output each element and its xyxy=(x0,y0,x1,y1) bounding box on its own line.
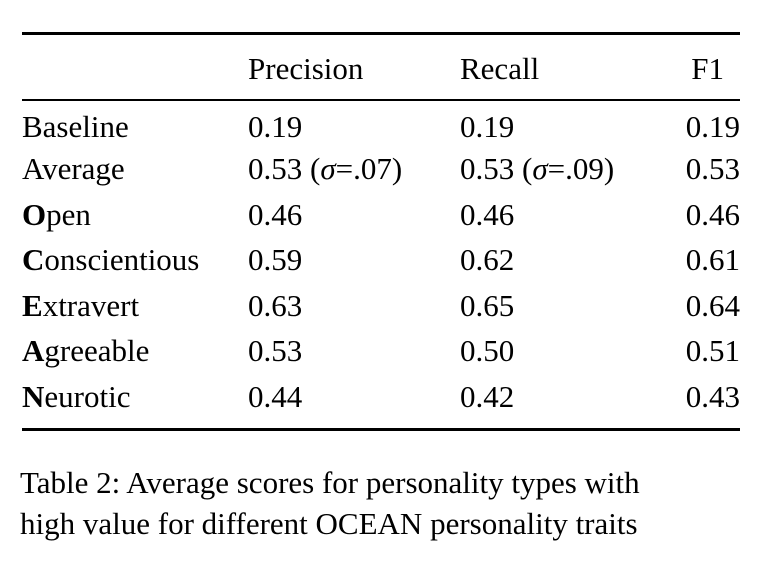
cell-recall: 0.62 xyxy=(460,242,515,278)
row-label-rest: Average xyxy=(22,151,125,187)
recall-value: 0.53 ( xyxy=(460,151,533,187)
row-label: Average xyxy=(22,147,248,193)
sigma-symbol: σ xyxy=(320,151,336,187)
table-header-row: Precision Recall F1 xyxy=(22,35,740,99)
table-row-extravert: Extravert 0.63 0.65 0.64 xyxy=(22,283,740,329)
cell-recall: 0.46 xyxy=(460,196,515,232)
cell-precision: 0.53 (σ=.07) xyxy=(248,147,460,193)
row-label-rest: eurotic xyxy=(44,378,131,414)
row-label: Conscientious xyxy=(22,238,248,284)
header-precision: Precision xyxy=(248,51,364,86)
trait-initial: N xyxy=(22,378,45,414)
cell-f1: 0.46 xyxy=(685,196,740,232)
table-row-open: Open 0.46 0.46 0.46 xyxy=(22,192,740,238)
row-label-rest: onscientious xyxy=(44,242,200,278)
cell-f1: 0.51 xyxy=(685,333,740,369)
row-label-rest: Baseline xyxy=(22,108,129,144)
table-row-conscientious: Conscientious 0.59 0.62 0.61 xyxy=(22,238,740,284)
cell-f1: 0.61 xyxy=(685,242,740,278)
table-header-rule xyxy=(22,99,740,101)
cell-precision: 0.59 xyxy=(248,242,303,278)
cell-recall: 0.53 (σ=.09) xyxy=(460,147,672,193)
trait-initial: C xyxy=(22,242,45,278)
caption-line-1: Table 2: Average scores for personality … xyxy=(20,465,640,500)
precision-value: 0.53 ( xyxy=(248,151,321,187)
trait-initial: E xyxy=(22,287,43,323)
table-bottom-rule xyxy=(22,427,740,431)
cell-f1: 0.53 xyxy=(685,151,740,187)
row-label: Agreeable xyxy=(22,329,248,375)
row-label-rest: pen xyxy=(46,196,91,232)
table-row-agreeable: Agreeable 0.53 0.50 0.51 xyxy=(22,329,740,375)
caption-line-2: high value for different OCEAN personali… xyxy=(20,506,638,541)
row-label-rest: greeable xyxy=(44,333,150,369)
header-f1: F1 xyxy=(691,51,724,86)
results-table-body: Baseline 0.19 0.19 0.19 Average 0.53 (σ=… xyxy=(22,101,740,420)
cell-recall: 0.19 xyxy=(460,108,515,144)
row-label: Neurotic xyxy=(22,374,248,420)
cell-recall: 0.50 xyxy=(460,333,515,369)
results-table: Precision Recall F1 xyxy=(22,35,740,99)
header-recall: Recall xyxy=(460,51,540,86)
cell-recall: 0.65 xyxy=(460,287,515,323)
header-row-label xyxy=(22,35,248,99)
cell-f1: 0.43 xyxy=(685,378,740,414)
sigma-symbol: σ xyxy=(532,151,548,187)
cell-recall: 0.42 xyxy=(460,378,515,414)
table-row-baseline: Baseline 0.19 0.19 0.19 xyxy=(22,101,740,147)
row-label: Open xyxy=(22,192,248,238)
table-caption: Table 2: Average scores for personality … xyxy=(20,462,746,544)
table-top-rule xyxy=(22,32,740,35)
table-row-average: Average 0.53 (σ=.07) 0.53 (σ=.09) 0.53 xyxy=(22,147,740,193)
cell-precision: 0.46 xyxy=(248,196,303,232)
trait-initial: O xyxy=(22,196,47,232)
results-table-container: Precision Recall F1 Baseline 0.19 0.19 0… xyxy=(22,32,740,431)
cell-f1: 0.19 xyxy=(685,108,740,144)
row-label-rest: xtravert xyxy=(42,287,140,323)
cell-f1: 0.64 xyxy=(685,287,740,323)
row-label: Baseline xyxy=(22,101,248,147)
cell-precision: 0.53 xyxy=(248,333,303,369)
cell-precision: 0.44 xyxy=(248,378,303,414)
cell-precision: 0.19 xyxy=(248,108,303,144)
cell-precision: 0.63 xyxy=(248,287,303,323)
row-label: Extravert xyxy=(22,283,248,329)
trait-initial: A xyxy=(22,333,45,369)
table-row-neurotic: Neurotic 0.44 0.42 0.43 xyxy=(22,374,740,420)
recall-sigma-value: =.09) xyxy=(547,151,615,187)
precision-sigma-value: =.07) xyxy=(335,151,403,187)
